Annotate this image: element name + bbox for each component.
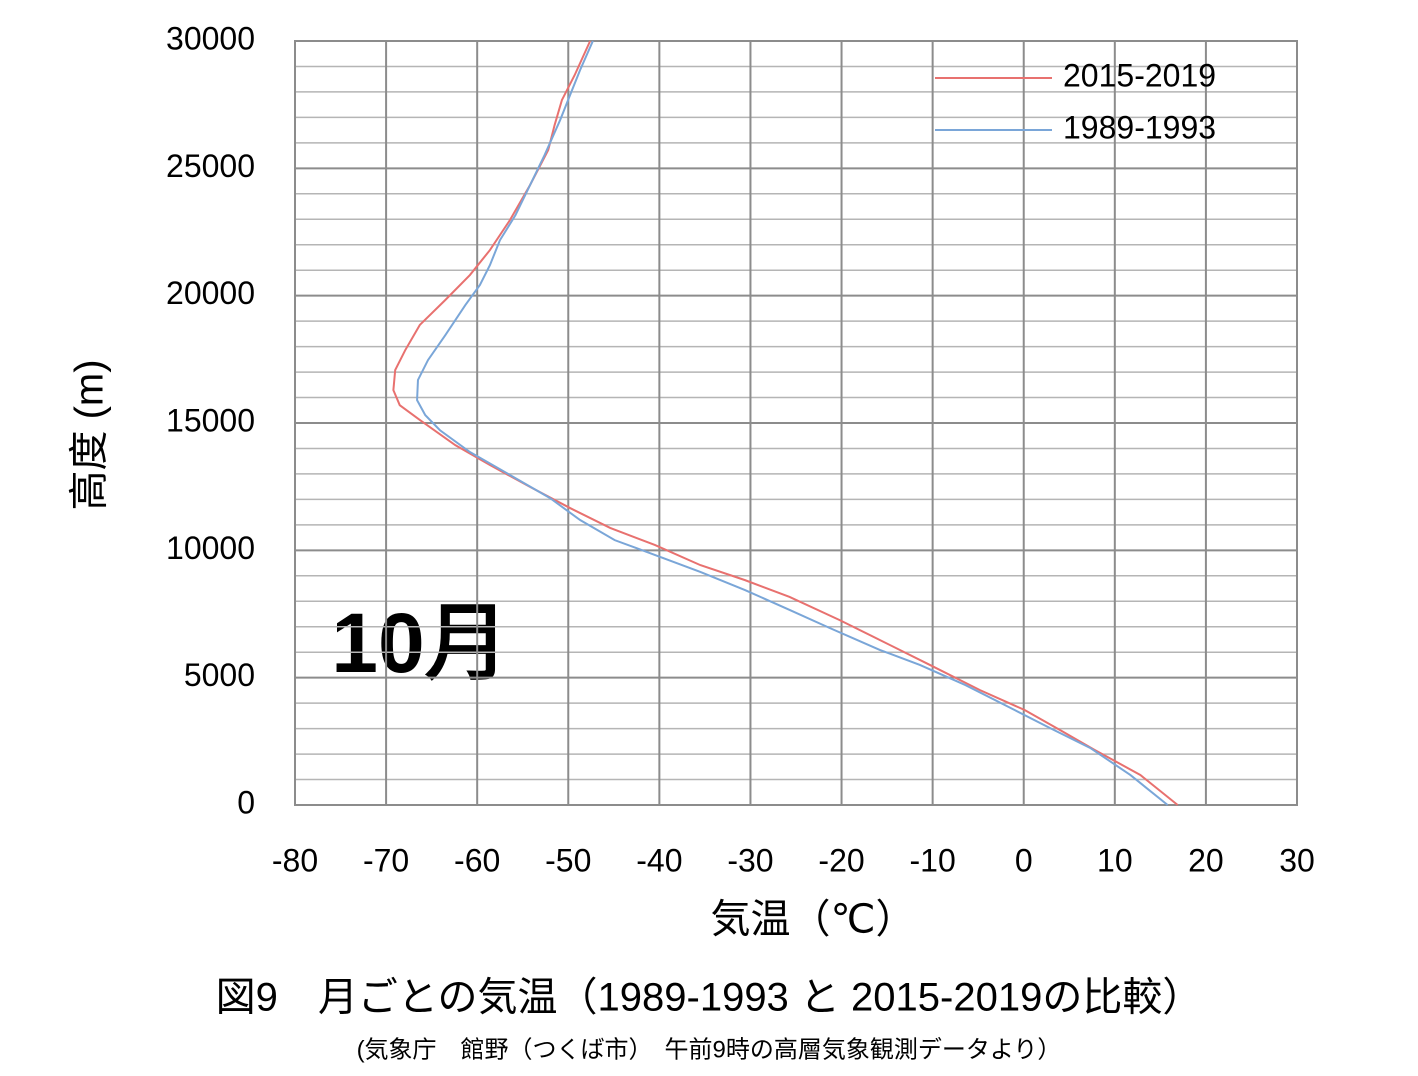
x-tick-label: 10: [1097, 842, 1133, 878]
x-tick-label: -80: [272, 842, 318, 878]
data-line: [392, 40, 1179, 806]
y-tick-label: 30000: [166, 20, 255, 56]
data-line: [416, 40, 1169, 806]
y-tick-label: 5000: [184, 657, 255, 693]
x-tick-label: -10: [910, 842, 956, 878]
x-tick-label: -50: [545, 842, 591, 878]
chart-title: 図9 月ごとの気温（1989-1993 と 2015-2019の比較）: [216, 976, 1203, 1020]
x-tick-label: 20: [1188, 842, 1224, 878]
x-tick-label: 30: [1279, 842, 1315, 878]
y-tick-label: 0: [237, 784, 255, 820]
y-tick-label: 15000: [166, 402, 255, 438]
x-tick-label: -40: [636, 842, 682, 878]
legend-label: 2015-2019: [1063, 57, 1216, 93]
x-tick-label: 0: [1015, 842, 1033, 878]
legend-label: 1989-1993: [1063, 109, 1216, 145]
annotation: 10月: [331, 596, 508, 690]
y-axis-label: 高度 (m): [68, 359, 112, 510]
x-axis-label: 気温（℃）: [711, 898, 916, 942]
x-tick-label: -20: [818, 842, 864, 878]
chart-subtitle: (気象庁 館野（つくば市） 午前9時の高層気象観測データより）: [357, 1036, 1062, 1063]
x-tick-label: -70: [363, 842, 409, 878]
x-tick-label: -60: [454, 842, 500, 878]
plot-frame: [294, 40, 1298, 806]
y-tick-label: 10000: [166, 530, 255, 566]
y-tick-label: 20000: [166, 275, 255, 311]
y-tick-label: 25000: [166, 148, 255, 184]
x-tick-label: -30: [727, 842, 773, 878]
